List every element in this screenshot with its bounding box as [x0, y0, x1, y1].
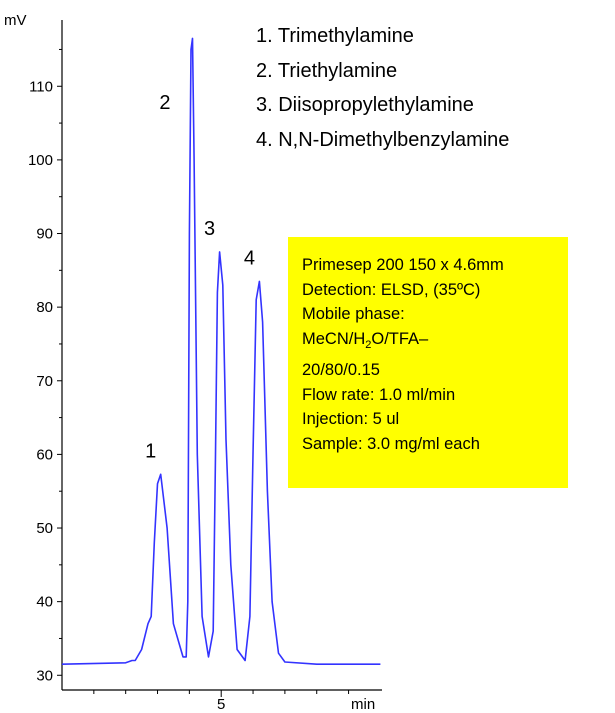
legend-item: 2. Triethylamine — [256, 60, 397, 82]
mobile-phase-suffix: O/TFA– — [371, 330, 429, 349]
y-tick-label: 110 — [29, 78, 53, 95]
peak-label: 4 — [244, 247, 255, 269]
mobile-phase-label: Mobile phase: — [302, 305, 405, 324]
flow-rate-text: Flow rate: 1.0 ml/min — [302, 385, 456, 404]
x-axis-ticks: 5 — [93, 690, 350, 713]
mobile-phase-subscript: 2 — [365, 339, 372, 352]
column-text: Primesep 200 150 x 4.6mm — [302, 256, 504, 274]
y-axis-ticks: 30 40 50 60 70 80 90 100 110 — [28, 48, 62, 684]
legend-item: 4. N,N-Dimethylbenzylamine — [256, 129, 509, 151]
legend-item: 3. Diisopropylethylamine — [256, 94, 474, 116]
detection-text: Detection: ELSD, (35ºC) — [302, 280, 481, 299]
y-tick-label: 40 — [36, 594, 53, 611]
compound-legend: 1. Trimethylamine 2. Triethylamine 3. Di… — [256, 25, 509, 151]
x-tick-label: 5 — [217, 696, 225, 713]
y-tick-label: 90 — [36, 226, 53, 243]
y-tick-label: 100 — [28, 152, 53, 169]
y-tick-label: 70 — [36, 373, 53, 390]
y-unit-label: mV — [4, 12, 27, 29]
peak-label: 3 — [204, 218, 215, 240]
peak-label: 1 — [145, 440, 156, 462]
chromatogram-trace — [61, 37, 381, 665]
y-tick-label: 30 — [36, 667, 53, 684]
peak-labels: 1 2 3 4 — [145, 92, 255, 462]
method-info-box: Primesep 200 150 x 4.6mm Detection: ELSD… — [288, 237, 568, 488]
mobile-phase-ratio: 20/80/0.15 — [302, 360, 380, 379]
y-tick-label: 80 — [36, 299, 53, 316]
y-tick-label: 60 — [36, 446, 53, 463]
x-unit-label: min — [351, 696, 375, 713]
mobile-phase-prefix: MeCN/H — [302, 330, 366, 349]
legend-item: 1. Trimethylamine — [256, 25, 414, 47]
sample-text: Sample: 3.0 mg/ml each — [302, 434, 480, 453]
injection-text: Injection: 5 ul — [302, 410, 400, 429]
y-tick-label: 50 — [36, 520, 53, 537]
mobile-phase-composition: MeCN/H2O/TFA– — [302, 327, 568, 358]
peak-label: 2 — [159, 92, 170, 114]
